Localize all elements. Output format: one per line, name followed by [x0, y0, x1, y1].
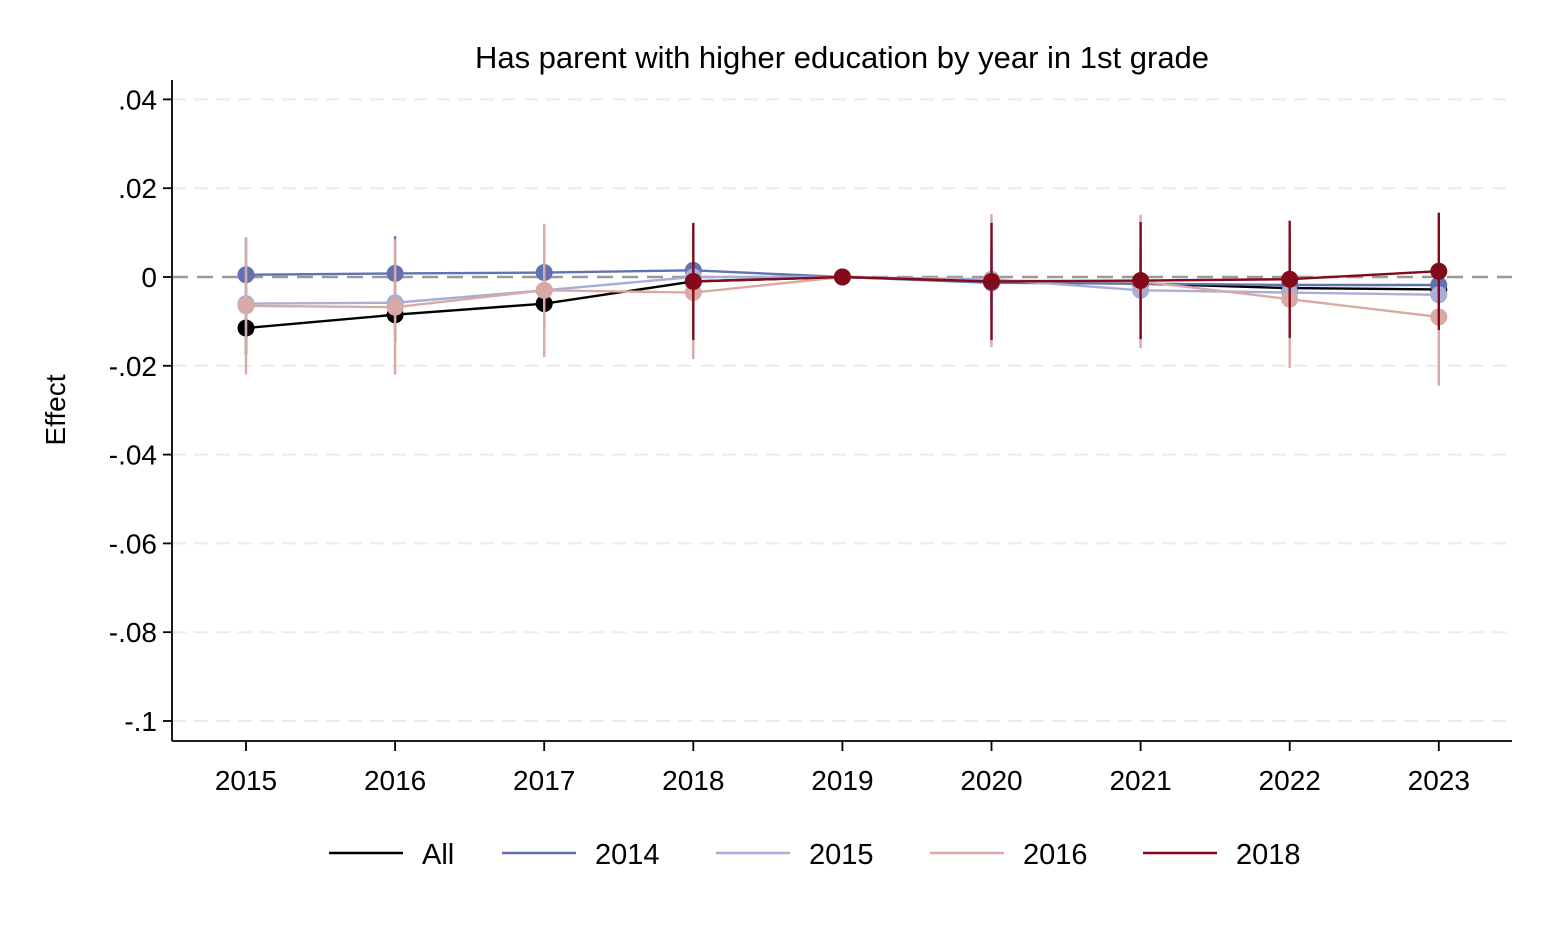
data-point [386, 298, 404, 316]
chart-title: Has parent with higher education by year… [475, 40, 1209, 75]
x-tick-label: 2019 [811, 765, 873, 796]
data-point [1281, 270, 1299, 288]
y-tick-label: 0 [141, 262, 157, 293]
x-tick-label: 2021 [1109, 765, 1171, 796]
legend-item-2018: 2018 [1143, 839, 1301, 871]
series-2018 [684, 212, 1448, 341]
x-axis-ticks: 2015 2016 2017 2018 2019 2020 2021 2022 2023 [215, 741, 1470, 796]
series-layer [237, 212, 1448, 386]
x-tick-label: 2015 [215, 765, 277, 796]
data-point [684, 272, 702, 290]
legend-label: 2015 [809, 839, 874, 871]
legend-label: 2016 [1023, 839, 1088, 871]
y-axis-label: Effect [40, 374, 71, 445]
data-point [1430, 262, 1448, 280]
y-tick-label: -.1 [124, 706, 157, 737]
legend: All 2014 2015 2016 2018 [329, 839, 1301, 871]
series-line [693, 270, 1439, 283]
legend-label: All [422, 839, 454, 871]
legend-label: 2018 [1236, 839, 1301, 871]
y-tick-label: -.02 [109, 351, 157, 382]
x-tick-label: 2017 [513, 765, 575, 796]
legend-item-2015: 2015 [716, 839, 874, 871]
x-tick-label: 2023 [1408, 765, 1470, 796]
y-tick-label: -.04 [109, 440, 157, 471]
y-tick-label: .04 [118, 84, 157, 115]
legend-item-All: All [329, 839, 454, 871]
data-point [833, 268, 851, 286]
data-point [237, 297, 255, 315]
y-axis-ticks: .04 .02 0 -.02 -.04 -.06 -.08 -.1 [109, 84, 172, 737]
x-tick-label: 2022 [1259, 765, 1321, 796]
data-point [535, 281, 553, 299]
x-tick-label: 2020 [960, 765, 1022, 796]
y-tick-label: -.08 [109, 617, 157, 648]
x-tick-label: 2018 [662, 765, 724, 796]
x-tick-label: 2016 [364, 765, 426, 796]
legend-label: 2014 [595, 839, 660, 871]
y-tick-label: -.06 [109, 528, 157, 559]
legend-item-2014: 2014 [502, 839, 660, 871]
y-tick-label: .02 [118, 173, 157, 204]
legend-item-2016: 2016 [930, 839, 1088, 871]
data-point [983, 272, 1000, 290]
data-point [1132, 272, 1150, 290]
